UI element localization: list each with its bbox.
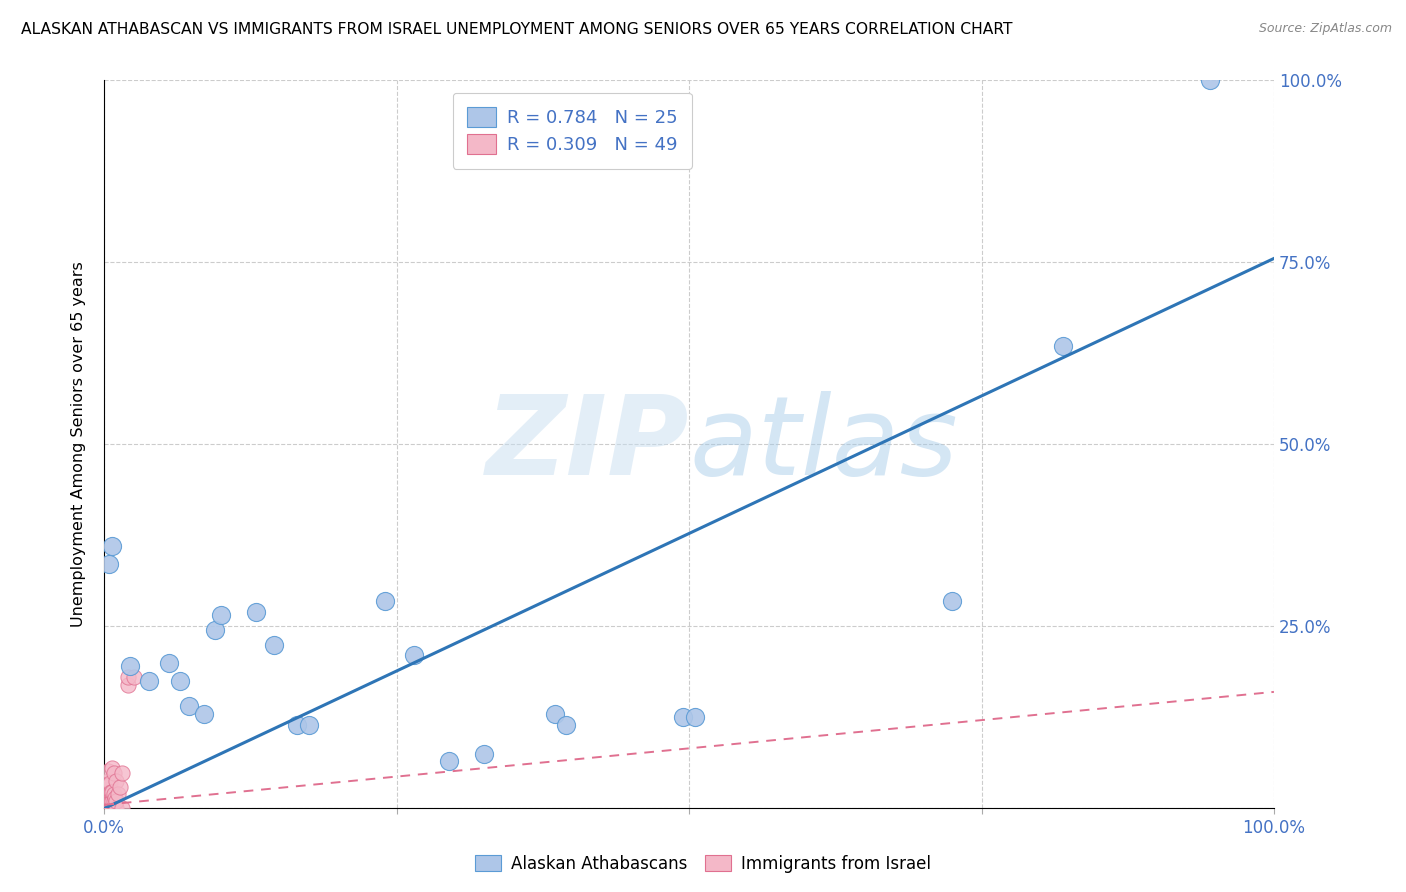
Point [122,670,145,684]
Point [93,790,115,805]
Point [1198,73,1220,87]
Point [100,785,122,799]
Point [404,648,426,663]
Point [263,638,285,652]
Point [104,801,127,815]
Point [97,764,120,778]
Point [96,793,118,807]
Point [104,801,127,815]
Point [93,787,115,801]
Point [117,677,139,691]
Point [374,594,396,608]
Point [98,785,121,799]
Point [101,761,124,775]
Point [97,790,120,805]
Point [193,706,215,721]
Point [103,801,125,815]
Y-axis label: Unemployment Among Seniors over 65 years: Unemployment Among Seniors over 65 years [72,261,86,627]
Point [1052,339,1074,353]
Point [439,754,461,768]
Point [96,801,118,815]
Point [100,794,122,808]
Point [98,558,121,572]
Point [93,780,115,794]
Point [98,801,121,815]
Text: atlas: atlas [689,391,957,498]
Point [108,780,131,794]
Point [101,539,124,553]
Point [93,783,115,797]
Point [98,778,121,792]
Point [111,801,134,815]
Point [107,787,129,801]
Point [98,787,121,801]
Point [96,785,118,799]
Point [118,659,141,673]
Point [101,794,124,808]
Point [672,710,695,724]
Point [98,801,121,815]
Point [209,608,232,623]
Point [97,773,120,788]
Point [204,623,226,637]
Point [157,656,180,670]
Point [94,796,117,810]
Point [93,794,115,808]
Point [177,699,200,714]
Point [111,766,134,780]
Legend: Alaskan Athabascans, Immigrants from Israel: Alaskan Athabascans, Immigrants from Isr… [468,848,938,880]
Point [543,706,565,721]
Point [98,776,121,790]
Point [94,789,117,803]
Point [169,673,191,688]
Point [104,773,127,788]
Text: ALASKAN ATHABASCAN VS IMMIGRANTS FROM ISRAEL UNEMPLOYMENT AMONG SENIORS OVER 65 : ALASKAN ATHABASCAN VS IMMIGRANTS FROM IS… [21,22,1012,37]
Point [94,801,117,815]
Point [117,670,139,684]
Point [98,794,121,808]
Point [683,710,706,724]
Text: Source: ZipAtlas.com: Source: ZipAtlas.com [1258,22,1392,36]
Text: ZIP: ZIP [485,391,689,498]
Point [97,783,120,797]
Legend: R = 0.784   N = 25, R = 0.309   N = 49: R = 0.784 N = 25, R = 0.309 N = 49 [453,93,692,169]
Point [103,766,125,780]
Point [555,717,578,731]
Point [104,790,127,805]
Point [98,793,121,807]
Point [103,787,125,801]
Point [93,801,115,815]
Point [104,794,127,808]
Point [103,794,125,808]
Point [245,605,267,619]
Point [138,673,160,688]
Point [100,801,122,815]
Point [941,594,963,608]
Point [285,717,308,731]
Point [101,785,124,799]
Point [474,747,496,761]
Point [298,717,321,731]
Point [101,801,124,815]
Point [93,797,115,812]
Point [97,797,120,812]
